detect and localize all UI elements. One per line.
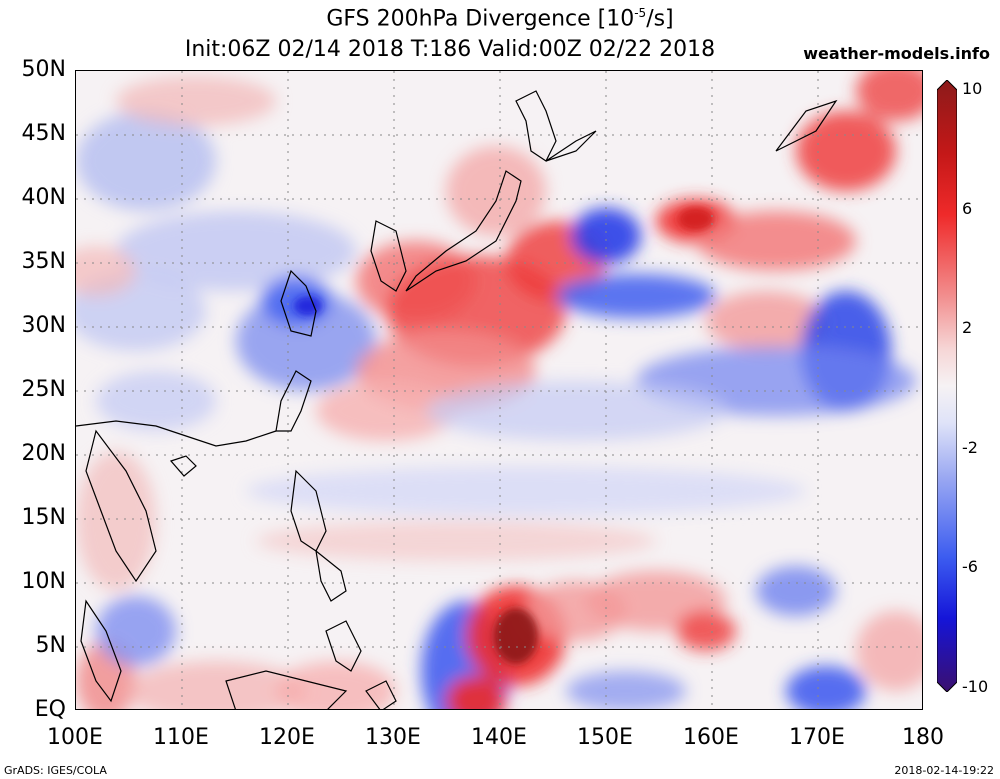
lat-label: 25N [21,377,66,402]
colorbar-label: 10 [962,79,983,98]
lat-label: 10N [21,569,66,594]
divergence-core [294,207,714,664]
lat-label: 50N [21,57,66,82]
lon-label: 180 [902,725,944,750]
lon-label: 120E [259,725,315,750]
map-subtitle: Init:06Z 02/14 2018 T:186 Valid:00Z 02/2… [184,37,716,62]
colorbar-label: -2 [962,438,978,457]
map-plot [76,71,922,709]
divergence-field [76,71,922,709]
colorbar [937,80,957,692]
colorbar-label: 6 [962,199,973,218]
coastlines [76,90,838,709]
lon-label: 130E [365,725,421,750]
lat-label: EQ [34,697,66,722]
colorbar-label: 2 [962,318,973,337]
grid-lines [76,71,922,709]
lon-label: 150E [577,725,633,750]
colorbar-label: -6 [962,557,978,576]
lat-label: 45N [21,121,66,146]
lon-label: 140E [471,725,527,750]
map-title: GFS 200hPa Divergence [10-5/s] [326,6,674,32]
lon-label: 170E [789,725,845,750]
lon-label: 100E [47,725,103,750]
lat-label: 40N [21,185,66,210]
colorbar-label: -10 [962,677,989,696]
lat-label: 20N [21,441,66,466]
site-label: weather-models.info [803,44,990,63]
lon-label: 160E [683,725,739,750]
lon-label: 110E [153,725,209,750]
footer-credit: GrADS: IGES/COLA [4,764,107,777]
divergence-map [75,70,923,710]
lat-label: 30N [21,313,66,338]
lat-label: 5N [35,633,66,658]
footer-timestamp: 2018-02-14-19:22 [894,764,994,777]
lat-label: 35N [21,249,66,274]
lat-label: 15N [21,505,66,530]
